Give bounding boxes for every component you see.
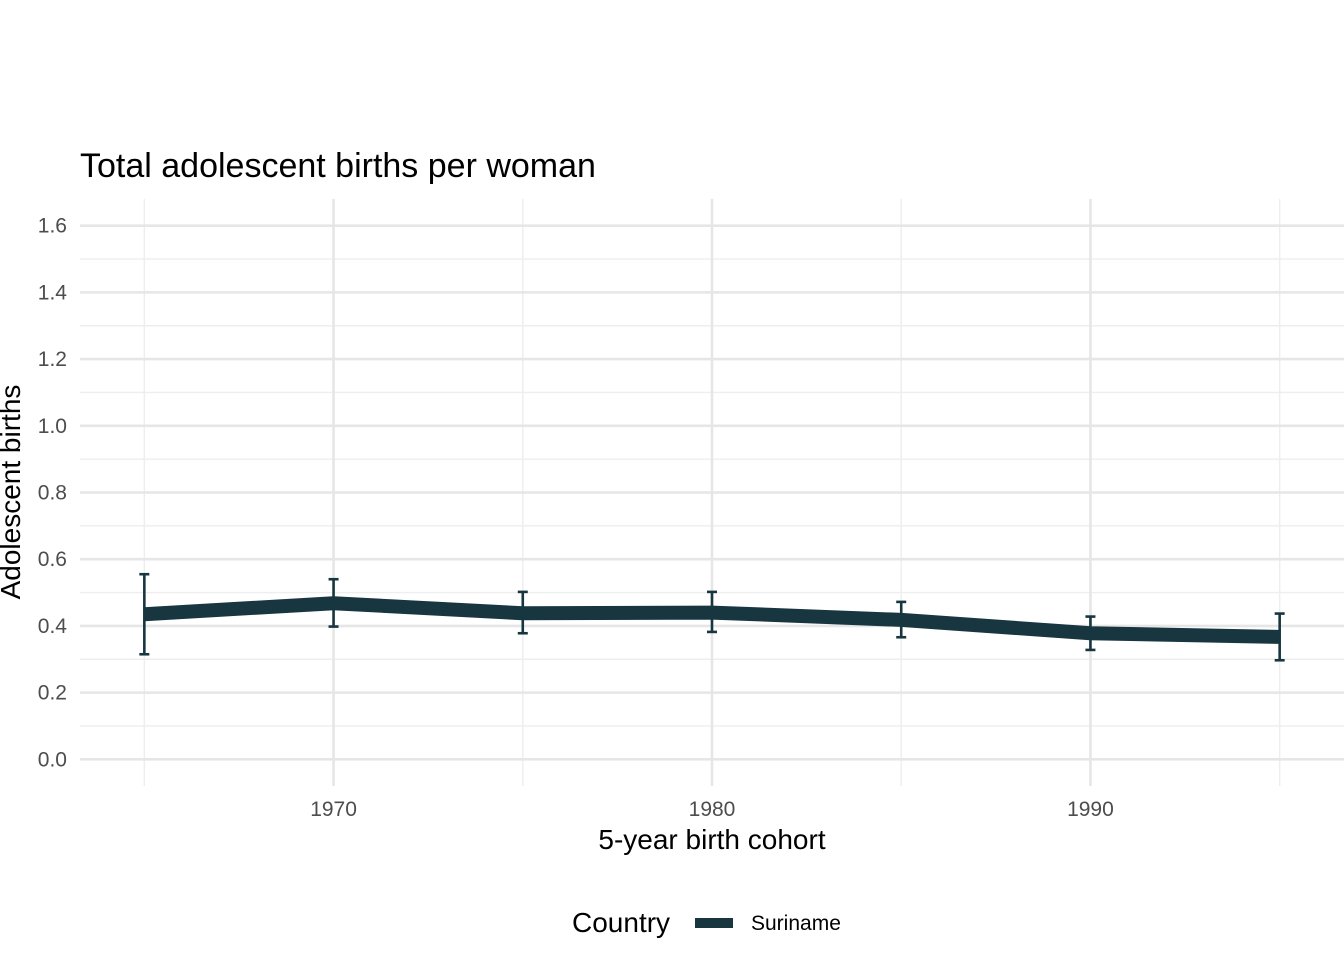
y-tick-label: 0.8: [38, 482, 67, 505]
x-axis-title: 5-year birth cohort: [598, 824, 825, 855]
series-suriname: [139, 572, 1285, 662]
x-tick-label: 1980: [689, 798, 736, 821]
error-bar: [1274, 612, 1285, 662]
legend: Country Suriname: [572, 907, 841, 938]
axis-labels: 0.0 0.2 0.4 0.6 0.8 1.0 1.2 1.4 1.6 1970 1980 1990: [38, 215, 1114, 821]
error-bar: [896, 600, 907, 639]
error-bar: [139, 572, 150, 656]
error-bar: [517, 590, 528, 635]
y-tick-label: 1.4: [38, 281, 68, 304]
y-tick-label: 0.0: [38, 748, 67, 771]
error-bar: [707, 590, 717, 634]
legend-title: Country: [572, 907, 670, 938]
y-tick-label: 0.6: [38, 548, 67, 571]
chart-title: Total adolescent births per woman: [80, 147, 596, 185]
y-tick-label: 1.0: [38, 415, 67, 438]
y-tick-label: 1.6: [38, 215, 67, 238]
series-layer: [139, 572, 1285, 662]
y-tick-label: 0.4: [38, 615, 68, 638]
x-tick-label: 1990: [1067, 798, 1114, 821]
y-tick-label: 0.2: [38, 682, 67, 705]
y-tick-label: 1.2: [38, 348, 67, 371]
legend-label-suriname: Suriname: [751, 912, 841, 935]
error-bar: [1085, 615, 1096, 652]
legend-key-suriname: [695, 918, 733, 928]
y-axis-title: Adolescent births: [0, 385, 26, 600]
error-bar: [328, 577, 339, 628]
x-tick-label: 1970: [310, 798, 357, 821]
grid: [80, 199, 1344, 786]
